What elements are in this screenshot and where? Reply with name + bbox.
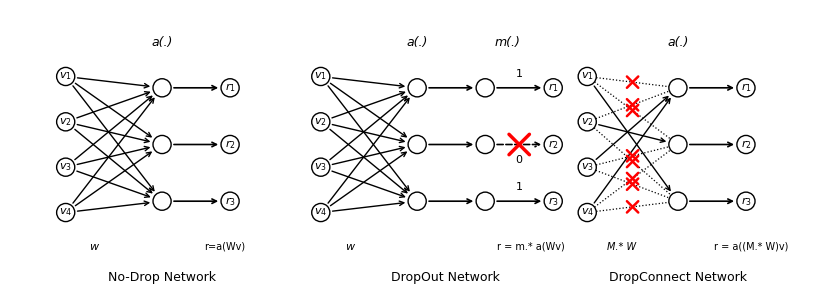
Text: $r_1$: $r_1$ [224,81,235,94]
Text: $v_2$: $v_2$ [581,116,594,128]
Text: a(.): a(.) [667,36,689,49]
Text: r=a(Wv): r=a(Wv) [204,242,245,251]
Text: a(.): a(.) [151,36,173,49]
Text: 0: 0 [516,155,522,165]
Text: 1: 1 [516,182,522,192]
Text: $r_1$: $r_1$ [741,81,751,94]
Text: No-Drop Network: No-Drop Network [108,271,216,284]
Circle shape [544,136,562,153]
Circle shape [312,203,330,222]
Circle shape [737,79,755,97]
Text: DropOut Network: DropOut Network [391,271,500,284]
Circle shape [737,192,755,210]
Text: $v_3$: $v_3$ [60,161,72,173]
Text: $v_4$: $v_4$ [580,207,594,218]
Circle shape [544,79,562,97]
Circle shape [544,192,562,210]
Circle shape [153,136,171,153]
Text: $r_3$: $r_3$ [548,195,559,208]
Text: 1: 1 [516,69,522,79]
Text: r = a((M.* W)v): r = a((M.* W)v) [715,242,789,251]
Circle shape [578,67,596,86]
Text: $v_4$: $v_4$ [314,207,328,218]
Text: $v_1$: $v_1$ [60,71,72,82]
Text: $r_3$: $r_3$ [741,195,751,208]
Circle shape [221,79,239,97]
Circle shape [578,113,596,131]
Circle shape [153,192,171,210]
Text: $v_1$: $v_1$ [580,71,594,82]
Circle shape [312,113,330,131]
Text: $v_3$: $v_3$ [314,161,328,173]
Circle shape [153,79,171,97]
Circle shape [578,158,596,176]
Text: M.* W: M.* W [606,242,636,251]
Circle shape [476,192,494,210]
Text: $r_2$: $r_2$ [741,138,751,151]
Text: w: w [344,242,354,251]
Text: $v_4$: $v_4$ [59,207,72,218]
Circle shape [737,136,755,153]
Text: m(.): m(.) [495,36,521,49]
Circle shape [56,158,75,176]
Circle shape [221,192,239,210]
Circle shape [669,79,687,97]
Text: $v_3$: $v_3$ [580,161,594,173]
Text: w: w [90,242,98,251]
Text: r = m.* a(Wv): r = m.* a(Wv) [496,242,564,251]
Circle shape [669,192,687,210]
Circle shape [221,136,239,153]
Circle shape [56,203,75,222]
Circle shape [312,158,330,176]
Text: a(.): a(.) [407,36,428,49]
Text: $v_1$: $v_1$ [314,71,328,82]
Circle shape [476,136,494,153]
Text: $v_2$: $v_2$ [314,116,327,128]
Circle shape [476,79,494,97]
Circle shape [56,67,75,86]
Text: DropConnect Network: DropConnect Network [609,271,747,284]
Circle shape [56,113,75,131]
Text: $r_1$: $r_1$ [548,81,559,94]
Text: $r_3$: $r_3$ [224,195,235,208]
Text: $r_2$: $r_2$ [548,138,559,151]
Circle shape [578,203,596,222]
Circle shape [408,192,426,210]
Text: $v_2$: $v_2$ [60,116,72,128]
Circle shape [312,67,330,86]
Text: $r_2$: $r_2$ [225,138,235,151]
Circle shape [669,136,687,153]
Circle shape [408,79,426,97]
Circle shape [408,136,426,153]
